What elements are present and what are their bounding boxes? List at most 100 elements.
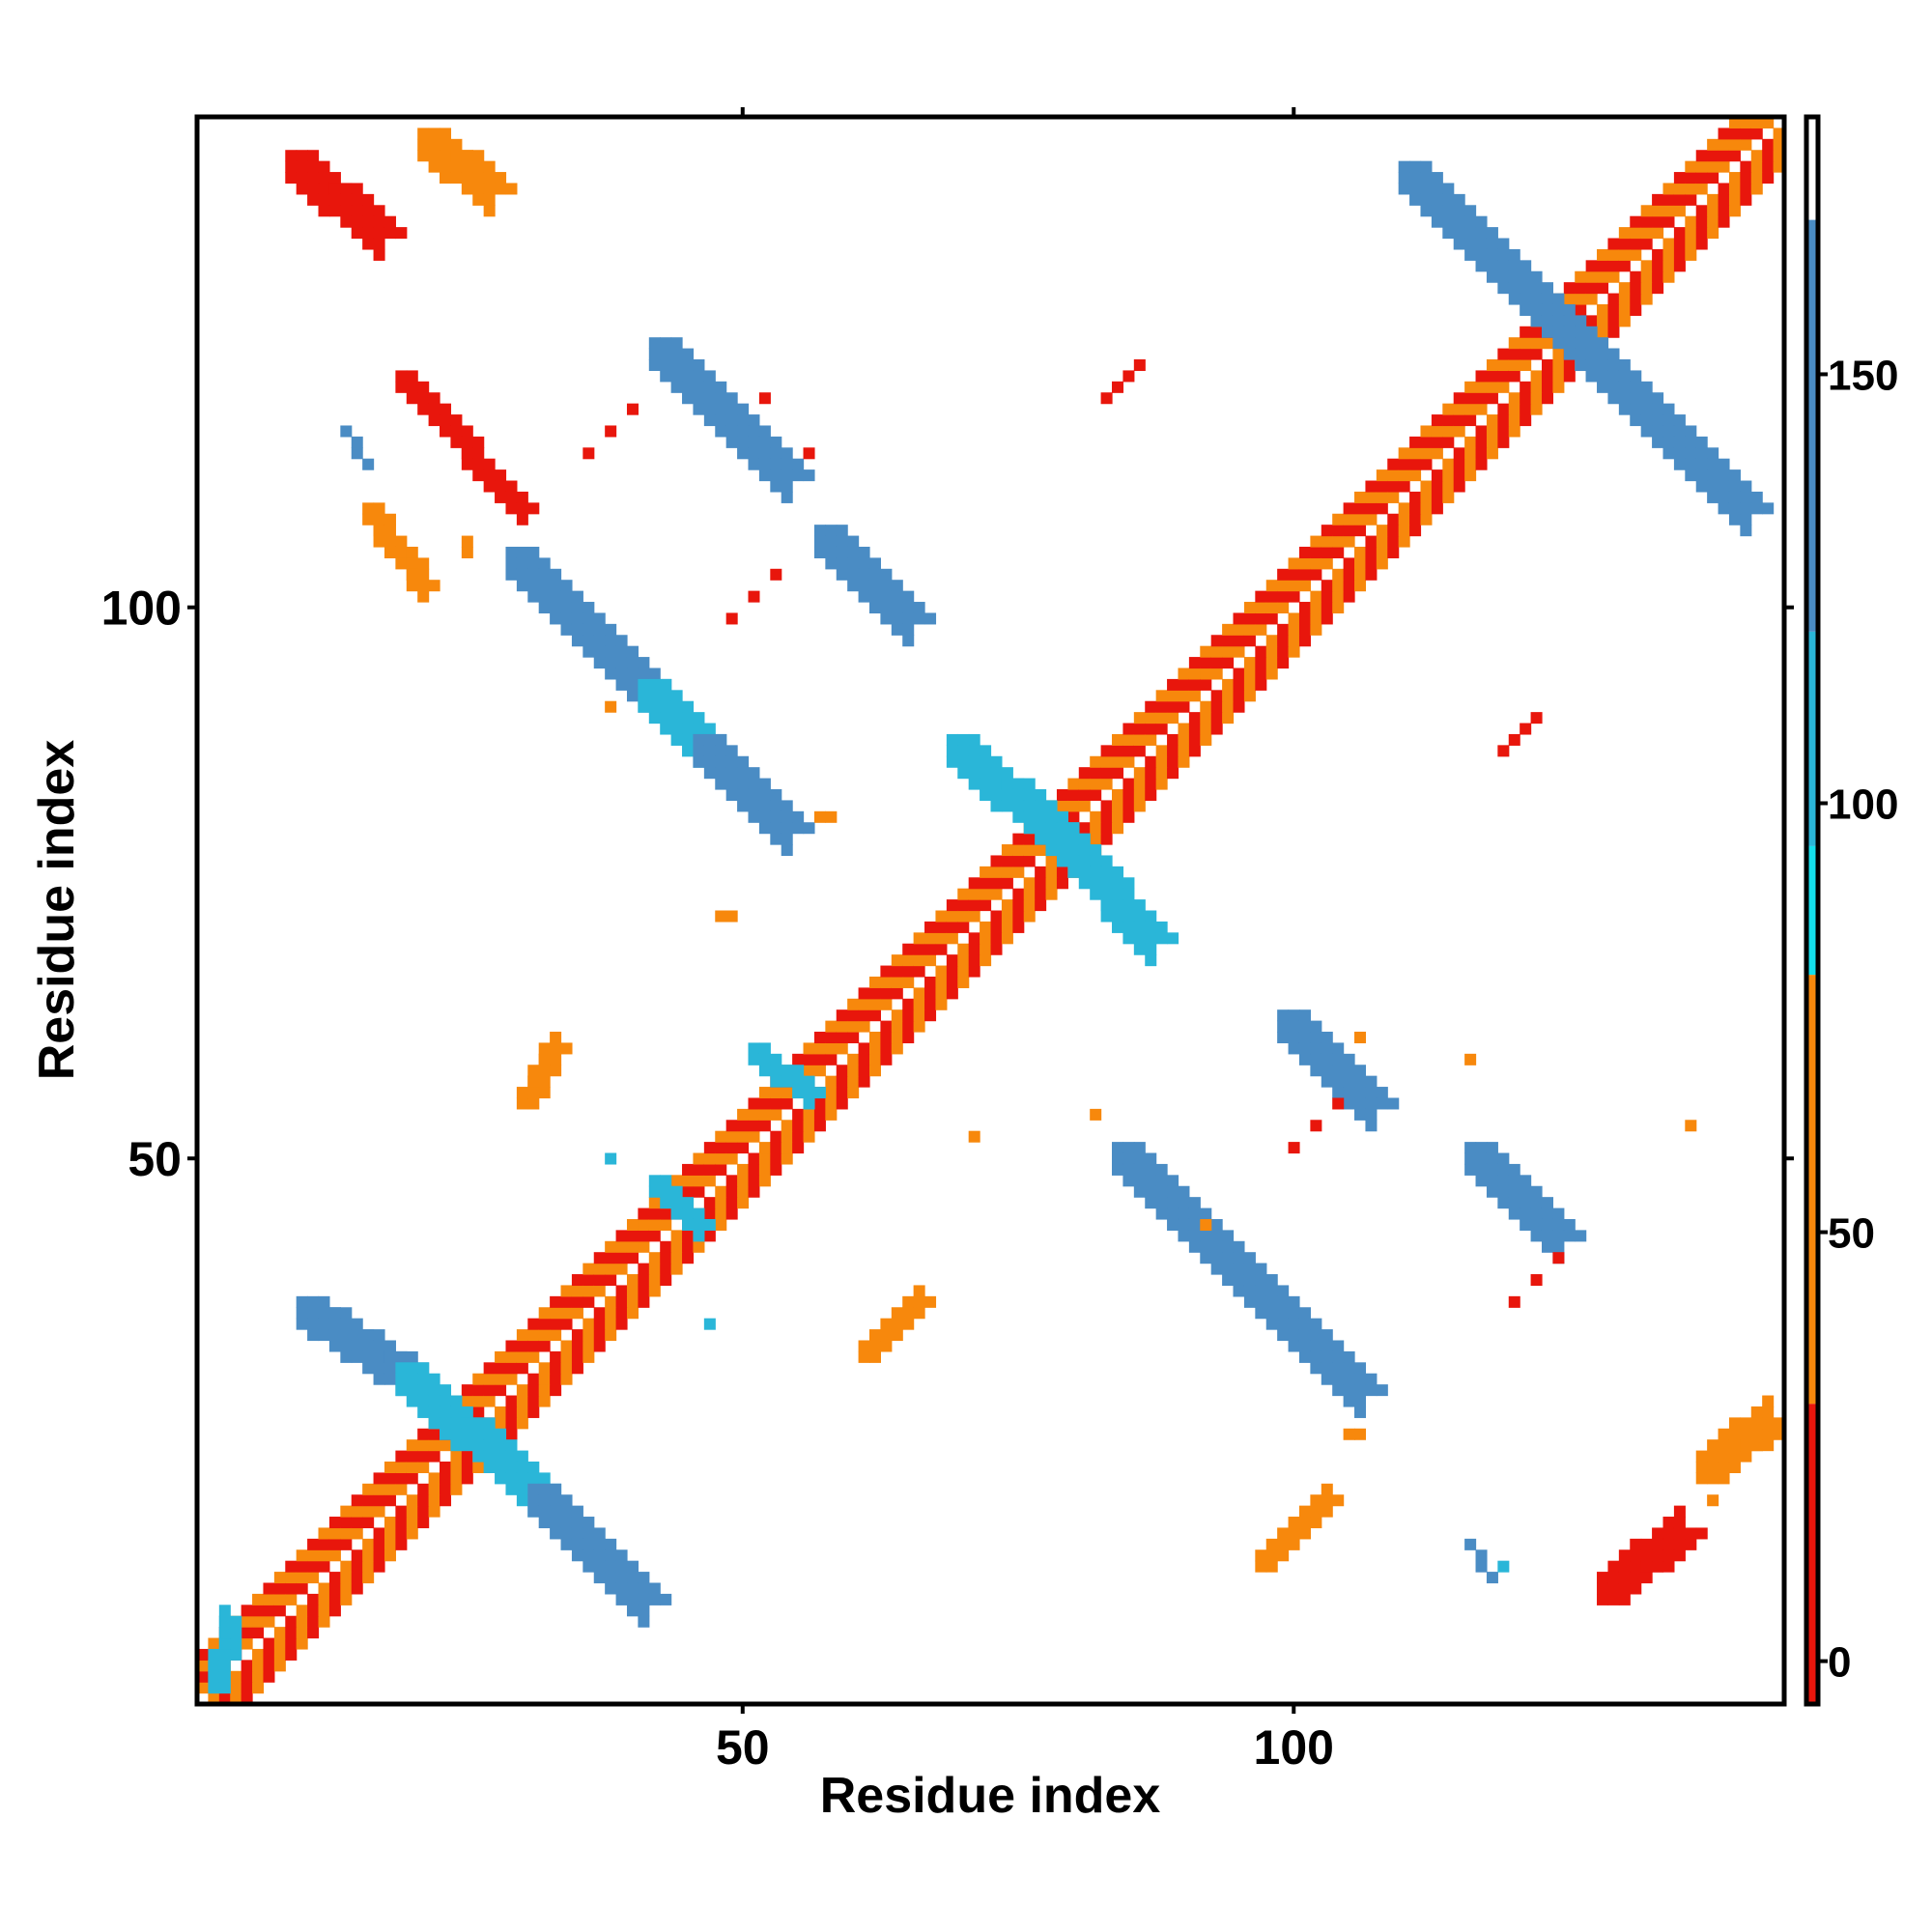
diagonal-cell	[847, 1087, 860, 1099]
contact-cell	[803, 469, 815, 482]
contact-cell	[703, 1218, 716, 1231]
diagonal-cell	[770, 1142, 782, 1154]
diagonal-cell	[1707, 172, 1719, 185]
diagonal-cell	[340, 1505, 353, 1518]
contact-cell	[1332, 1065, 1345, 1077]
contact-cell	[1740, 1428, 1752, 1440]
contact-cell	[384, 535, 396, 548]
diagonal-cell	[1222, 623, 1235, 636]
contact-cell	[1740, 480, 1752, 493]
diagonal-cell	[968, 932, 980, 945]
contact-cell	[550, 1065, 562, 1077]
contact-cell	[505, 502, 518, 515]
contact-cell	[1298, 1505, 1311, 1518]
diagonal-cell	[1640, 282, 1653, 295]
diagonal-cell	[328, 1527, 341, 1540]
contact-cell	[1090, 877, 1102, 890]
diagonal-cell	[715, 1208, 727, 1220]
diagonal-cell	[858, 1075, 870, 1088]
contact-cell	[1277, 1329, 1290, 1342]
contact-cell	[406, 1384, 418, 1397]
diagonal-cell	[1035, 899, 1047, 912]
diagonal-cell	[505, 1373, 518, 1385]
contact-cell	[758, 425, 771, 438]
diagonal-cell	[440, 1472, 452, 1485]
diagonal-cell	[1354, 580, 1367, 592]
contact-cell	[1298, 1053, 1311, 1065]
diagonal-cell	[1718, 138, 1730, 151]
contact-cell	[968, 767, 980, 780]
diagonal-cell	[957, 888, 970, 900]
diagonal-cell	[968, 888, 980, 900]
contact-cell	[1056, 822, 1068, 835]
diagonal-cell	[1298, 568, 1311, 581]
diagonal-cell	[1442, 436, 1455, 448]
diagonal-cell	[1255, 623, 1267, 636]
contact-cell	[296, 1295, 308, 1308]
diagonal-cell	[495, 1350, 507, 1363]
contact-cell	[1520, 303, 1532, 316]
diagonal-cell	[263, 1582, 275, 1595]
diagonal-cell	[197, 1670, 210, 1683]
diagonal-cell	[440, 1494, 452, 1507]
diagonal-cell	[1310, 612, 1322, 625]
diagonal-cell	[1288, 580, 1300, 592]
diagonal-cell	[935, 921, 948, 933]
diagonal-cell	[395, 1472, 408, 1485]
diagonal-cell	[703, 1197, 716, 1209]
contact-cell	[605, 635, 617, 647]
diagonal-cell	[1265, 645, 1278, 658]
contact-cell	[605, 668, 617, 680]
diagonal-cell	[1255, 602, 1267, 614]
diagonal-cell	[825, 1108, 838, 1121]
diagonal-cell	[1618, 238, 1631, 250]
diagonal-cell	[990, 888, 1003, 900]
contact-cell	[328, 1340, 341, 1352]
diagonal-cell	[1728, 193, 1741, 206]
contact-cell	[373, 1329, 385, 1342]
contact-cell	[1243, 1285, 1256, 1297]
contact-cell	[1431, 183, 1443, 195]
diagonal-cell	[1530, 370, 1543, 383]
contact-cell	[1233, 1274, 1245, 1287]
contact-cell	[1750, 1439, 1763, 1452]
diagonal-cell	[902, 943, 915, 955]
diagonal-cell	[1607, 293, 1620, 305]
contact-cell	[1652, 436, 1664, 448]
diagonal-cell	[1023, 844, 1036, 857]
contact-cell	[1365, 1120, 1378, 1132]
diagonal-cell	[538, 1340, 551, 1352]
diagonal-cell	[472, 1406, 485, 1418]
contact-cell	[648, 348, 661, 360]
diagonal-cell	[1464, 414, 1477, 427]
diagonal-cell	[770, 1108, 782, 1121]
diagonal-cell	[1486, 370, 1498, 383]
contact-cell	[340, 1318, 353, 1330]
contact-cell	[891, 612, 903, 625]
contact-cell	[660, 337, 672, 350]
diagonal-cell	[847, 1053, 860, 1065]
contact-cell	[847, 535, 860, 548]
diagonal-cell	[1762, 117, 1775, 129]
diagonal-cell	[748, 1120, 760, 1132]
contact-cell	[1442, 193, 1455, 206]
diagonal-cell	[1597, 248, 1609, 261]
contact-cell	[1662, 436, 1675, 448]
contact-cell	[781, 458, 793, 470]
contact-cell	[1630, 370, 1642, 383]
diagonal-cell	[516, 1329, 528, 1342]
contact-cell	[1122, 932, 1135, 945]
diagonal-cell	[505, 1340, 518, 1352]
contact-cell	[1728, 491, 1741, 503]
contact-cell	[1067, 844, 1080, 857]
contact-cell	[527, 546, 540, 558]
diagonal-cell	[682, 1163, 695, 1176]
diagonal-cell	[406, 1517, 418, 1529]
contact-cell	[560, 580, 573, 592]
diagonal-cell	[417, 1505, 430, 1518]
diagonal-cell	[605, 1318, 617, 1330]
diagonal-cell	[847, 1032, 860, 1044]
diagonal-cell	[1277, 602, 1290, 614]
diagonal-cell	[273, 1605, 286, 1617]
contact-cell	[1310, 1020, 1322, 1033]
